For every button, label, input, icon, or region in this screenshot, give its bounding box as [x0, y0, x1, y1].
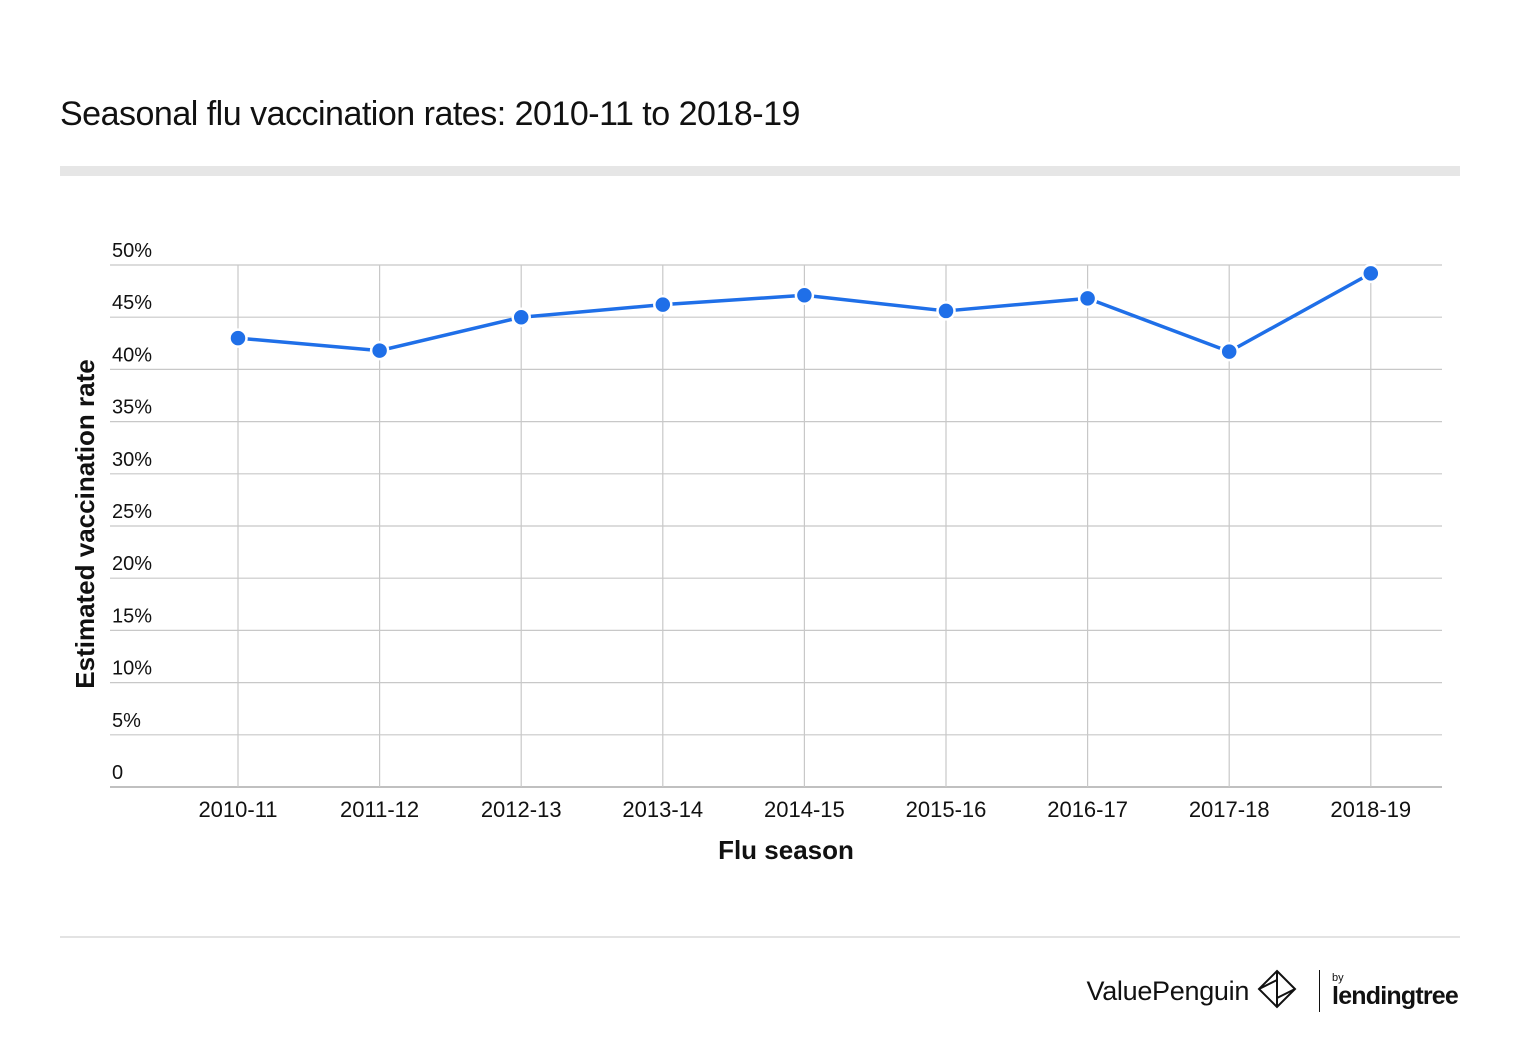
brand-valuepenguin: ValuePenguin	[1086, 975, 1250, 1006]
y-tick-label: 25%	[112, 501, 152, 523]
y-axis-title: Estimated vaccination rate	[70, 359, 100, 688]
title-divider	[60, 166, 1460, 176]
x-tick-label: 2012-13	[481, 797, 562, 822]
x-tick-label: 2014-15	[764, 797, 845, 822]
x-axis-ticks: 2010-11 2011-12 2012-13 2013-14 2014-15 2015-…	[198, 797, 1411, 822]
data-point	[1077, 288, 1098, 309]
y-tick-label: 10%	[112, 658, 152, 680]
brand-lendingtree: lendingtree	[1332, 982, 1459, 1010]
x-axis-title: Flu season	[718, 835, 854, 865]
data-point	[228, 328, 248, 348]
data-point	[653, 294, 673, 315]
data-point	[369, 340, 390, 361]
series-layer	[228, 263, 1381, 362]
x-tick-label: 2018-19	[1330, 797, 1411, 822]
y-tick-label: 30%	[112, 449, 152, 471]
brand-by-label: by	[1332, 972, 1344, 984]
x-tick-label: 2013-14	[622, 797, 703, 822]
x-tick-label: 2011-12	[340, 797, 419, 822]
data-point	[511, 307, 531, 327]
y-axis-ticks: 0 5% 10% 15% 20% 25% 30% 35% 40% 45% 50%	[112, 240, 152, 784]
x-tick-label: 2017-18	[1189, 797, 1270, 822]
data-point	[936, 301, 956, 321]
valuepenguin-logo-icon	[1257, 969, 1297, 1014]
grid-layer	[110, 264, 1442, 788]
y-tick-label: 5%	[112, 710, 141, 732]
data-point	[794, 285, 815, 306]
line-chart: 05%10%15%20%25%30%35%40%45%50% 2010-11 20…	[70, 240, 1442, 865]
brand-separator	[1319, 970, 1321, 1012]
y-tick-label: 15%	[112, 605, 152, 627]
y-tick-label: 45%	[112, 292, 152, 314]
x-tick-label: 2010-11	[198, 797, 277, 822]
data-point	[1219, 341, 1239, 362]
chart-title: Seasonal flu vaccination rates: 2010-11 …	[60, 95, 800, 133]
x-tick-label: 2015-16	[906, 797, 987, 822]
footer-divider	[60, 936, 1460, 938]
x-tick-label: 2016-17	[1047, 797, 1128, 822]
y-tick-label: 50%	[112, 240, 152, 262]
y-tick-label: 40%	[112, 344, 152, 366]
data-point	[1361, 263, 1381, 284]
y-tick-label: 20%	[112, 553, 152, 575]
brand-footer: ValuePenguin by lendingtree	[1087, 966, 1459, 1016]
y-tick-label: 0	[112, 762, 123, 784]
y-tick-label: 35%	[112, 397, 152, 419]
